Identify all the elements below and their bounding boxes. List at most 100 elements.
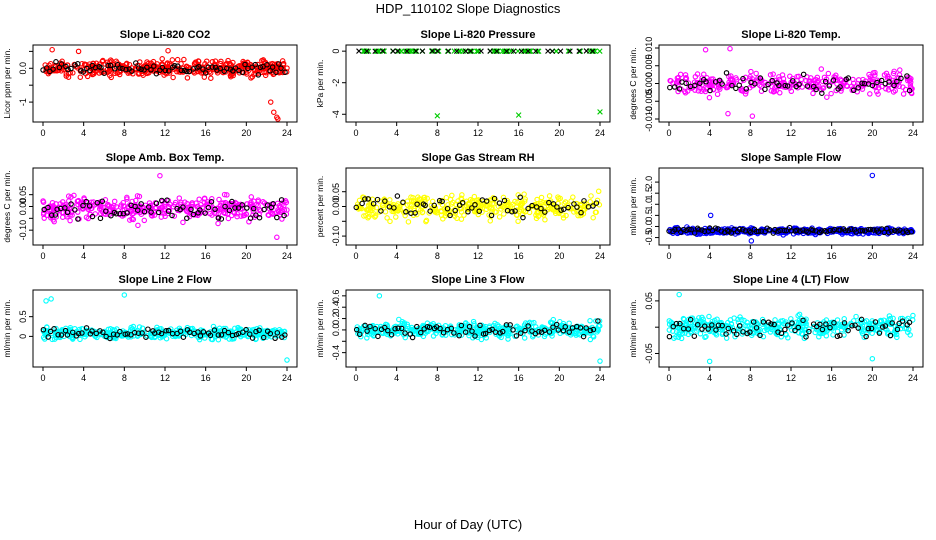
data-point (68, 65, 74, 72)
data-point (501, 204, 508, 211)
y-tick-label: 0.2 (331, 312, 341, 325)
data-point (177, 328, 184, 334)
data-point (716, 84, 722, 91)
data-point (796, 311, 803, 318)
data-point (180, 219, 186, 226)
data-point (230, 65, 237, 71)
data-point (513, 324, 519, 330)
data-point (784, 322, 791, 328)
data-point (454, 48, 460, 54)
data-point (879, 322, 885, 328)
data-point (253, 212, 259, 218)
panel-4: Slope Amb. Box Temp. 0 4 8 12 16 20 24 -0.10 0.00… (2, 152, 298, 261)
data-point (782, 82, 788, 89)
data-point (597, 109, 603, 115)
data-point (593, 209, 599, 215)
data-point (891, 68, 897, 75)
data-point (200, 66, 206, 72)
data-point (458, 322, 465, 329)
data-point (503, 48, 510, 55)
data-point (404, 202, 411, 208)
data-point (879, 83, 885, 90)
data-point (576, 48, 582, 54)
data-point (250, 205, 257, 212)
data-point (706, 79, 712, 86)
data-point (129, 216, 135, 222)
data-point (79, 205, 85, 212)
data-point (517, 194, 523, 200)
data-point (248, 194, 255, 200)
y-tick-label: 0.4 (331, 301, 341, 314)
panel-1: Slope Li-820 CO2 0 4 8 12 16 20 24 -1 0.0 Licor pp… (2, 29, 298, 138)
x-tick-label: 4 (81, 251, 86, 261)
data-point (771, 321, 777, 328)
data-point (68, 201, 74, 207)
points (40, 46, 290, 122)
data-point (563, 212, 569, 219)
data-point (249, 335, 256, 341)
data-point (482, 330, 489, 337)
data-point (894, 228, 900, 234)
data-point (79, 330, 85, 336)
data-point (463, 48, 469, 55)
data-point (51, 326, 57, 332)
data-point (863, 333, 869, 340)
data-point (849, 323, 855, 329)
data-point (209, 58, 216, 65)
data-point (85, 215, 91, 222)
data-point (837, 84, 843, 90)
x-tick-label: 12 (473, 251, 483, 261)
data-point (104, 202, 111, 209)
data-point (500, 194, 507, 201)
data-point (891, 79, 898, 85)
data-point (174, 56, 181, 63)
data-point (673, 320, 680, 327)
data-point (196, 196, 202, 202)
x-tick-label: 4 (81, 373, 86, 383)
data-point (552, 210, 559, 217)
data-point (274, 234, 280, 241)
data-point (682, 321, 689, 327)
data-point (757, 75, 764, 81)
y-tick-label: 0.010 (644, 37, 654, 60)
data-point (418, 329, 424, 336)
data-point (378, 208, 384, 214)
data-point (872, 72, 878, 78)
data-point (775, 329, 781, 335)
data-point (687, 316, 694, 323)
data-point (725, 325, 732, 332)
data-point (723, 70, 730, 76)
data-point (578, 212, 585, 218)
data-point (253, 328, 259, 335)
data-point (197, 333, 204, 339)
data-point (867, 226, 874, 233)
data-point (852, 322, 858, 328)
data-point (124, 331, 131, 337)
data-point (676, 331, 682, 338)
data-point (882, 323, 889, 329)
data-point (208, 75, 214, 81)
data-point (469, 328, 475, 334)
data-point (49, 336, 55, 343)
data-point (906, 87, 913, 94)
data-point (819, 326, 826, 333)
data-point (869, 172, 876, 179)
data-point (145, 326, 151, 332)
data-point (107, 335, 113, 342)
data-point (578, 209, 584, 216)
data-point (723, 331, 729, 337)
data-point (869, 355, 876, 362)
data-point (507, 322, 513, 328)
x-tick-label: 8 (435, 128, 440, 138)
data-point (736, 226, 743, 233)
data-point (89, 328, 95, 334)
data-point (218, 216, 225, 222)
data-point (803, 320, 809, 327)
data-point (422, 202, 428, 209)
y-tick-label: -0.05 (644, 343, 654, 364)
data-point (593, 200, 600, 206)
data-point (225, 57, 231, 64)
data-point (884, 225, 890, 232)
data-point (778, 330, 785, 337)
data-point (151, 63, 157, 69)
